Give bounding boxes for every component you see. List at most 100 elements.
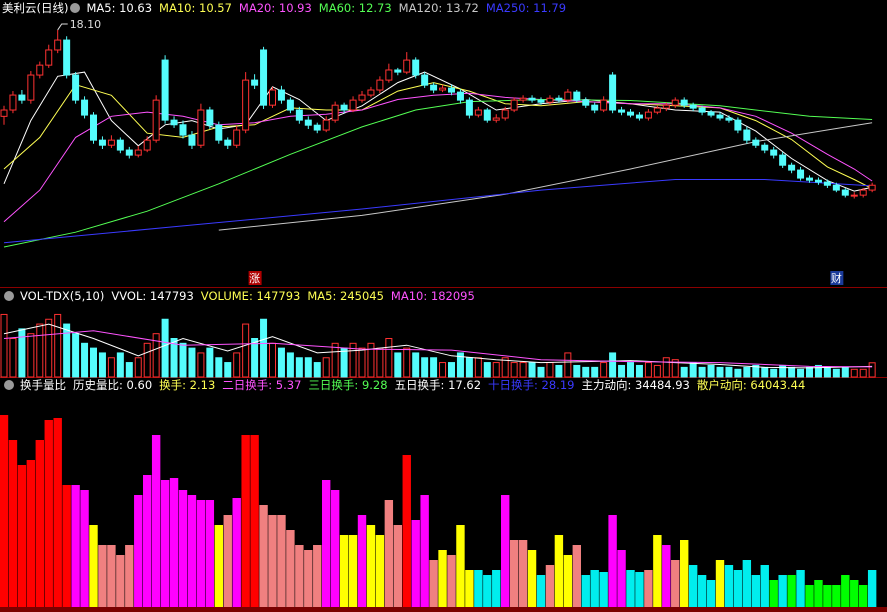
legend-item: MA10: 182095 bbox=[390, 289, 475, 303]
volume-bar bbox=[761, 366, 769, 378]
turnover-bar bbox=[805, 585, 814, 607]
volume-bar bbox=[367, 342, 375, 378]
volume-bar bbox=[242, 323, 250, 378]
turnover-bar bbox=[859, 585, 868, 607]
candle-body bbox=[152, 99, 160, 141]
turnover-bar bbox=[80, 490, 89, 607]
candle-body bbox=[161, 59, 169, 121]
volume-bar bbox=[501, 357, 509, 378]
turnover-bar bbox=[384, 500, 394, 607]
legend-item: MA120: 13.72 bbox=[398, 1, 479, 15]
turnover-bar bbox=[98, 545, 107, 607]
volume-bar bbox=[179, 342, 187, 378]
volume-bar bbox=[161, 318, 169, 378]
candle-body bbox=[868, 184, 876, 191]
ma-line bbox=[3, 71, 873, 192]
turnover-bar bbox=[715, 560, 725, 607]
bottom-strip bbox=[0, 607, 887, 612]
volume-bar bbox=[689, 362, 697, 378]
volume-bar bbox=[743, 366, 751, 378]
turnover-bar bbox=[814, 580, 823, 607]
volume-bar bbox=[143, 342, 151, 378]
legend: MA5: 10.63 MA10: 10.57 MA20: 10.93 MA60: 12… bbox=[86, 1, 573, 15]
volume-bar bbox=[45, 318, 53, 378]
turnover-bar bbox=[545, 565, 555, 607]
menu-icon[interactable] bbox=[70, 3, 81, 13]
turnover-bar bbox=[581, 575, 590, 607]
turnover-bar bbox=[653, 535, 662, 607]
ma-line bbox=[218, 122, 873, 231]
candle-body bbox=[116, 139, 124, 151]
event-badge bbox=[248, 271, 262, 285]
volume-bar bbox=[734, 368, 742, 378]
ma-line bbox=[3, 330, 873, 368]
menu-icon[interactable] bbox=[4, 291, 14, 301]
legend-item: 换手: 2.13 bbox=[159, 378, 216, 392]
volume-bar bbox=[233, 352, 241, 378]
volume-bar bbox=[725, 366, 733, 378]
legend-item: MA250: 11.79 bbox=[485, 1, 567, 15]
volume-bar bbox=[537, 366, 545, 378]
candle-body bbox=[770, 149, 778, 156]
volume-bar bbox=[465, 357, 473, 378]
annotation-arrow bbox=[57, 23, 68, 31]
volume-bar bbox=[859, 368, 867, 378]
candle-body bbox=[54, 39, 62, 51]
volume-bar bbox=[277, 347, 285, 378]
volume-bar bbox=[573, 364, 581, 378]
candle-body bbox=[707, 111, 715, 116]
turnover-bar bbox=[626, 570, 635, 607]
volume-bar bbox=[376, 347, 384, 378]
turnover-bar bbox=[832, 585, 841, 607]
turnover-bar bbox=[116, 555, 125, 607]
turnover-bar bbox=[724, 565, 734, 607]
turnover-bar bbox=[187, 495, 197, 607]
turnover-bar bbox=[223, 515, 232, 607]
candle-body bbox=[295, 109, 303, 121]
candle-body bbox=[841, 189, 849, 196]
candle-body bbox=[367, 89, 375, 96]
candle-body bbox=[376, 79, 384, 91]
volume-bar bbox=[107, 357, 115, 378]
candle-body bbox=[286, 99, 294, 111]
volume-bar bbox=[134, 357, 142, 378]
turnover-bar bbox=[518, 540, 528, 607]
candle-body bbox=[501, 109, 509, 119]
candle-body bbox=[81, 99, 89, 116]
legend-item: 五日换手: 17.62 bbox=[394, 378, 482, 392]
turnover-bar bbox=[178, 490, 188, 607]
turnover-bar bbox=[268, 515, 277, 607]
volume-bar bbox=[716, 366, 724, 378]
turnover-bar bbox=[196, 500, 206, 607]
volume-bar bbox=[358, 347, 366, 378]
turnover-bar bbox=[706, 580, 716, 607]
event-label: 涨 bbox=[249, 272, 260, 285]
turnover-bar bbox=[143, 475, 152, 607]
ma-line bbox=[3, 179, 873, 244]
candle-body bbox=[277, 89, 285, 101]
volume-bar bbox=[349, 342, 357, 378]
turnover-bar bbox=[823, 585, 832, 607]
candle-body bbox=[797, 169, 805, 179]
volume-bar bbox=[600, 362, 608, 378]
candle-body bbox=[483, 109, 491, 121]
turnover-bar bbox=[26, 460, 36, 607]
turnover-bar bbox=[527, 550, 537, 607]
candle-body bbox=[600, 99, 608, 111]
volume-bar bbox=[152, 333, 160, 378]
volume-bar bbox=[591, 366, 599, 378]
volume-bar bbox=[788, 366, 796, 378]
candle-body bbox=[322, 119, 330, 131]
candle-body bbox=[689, 104, 697, 109]
menu-icon[interactable] bbox=[4, 380, 14, 390]
turnover-bar bbox=[241, 435, 250, 607]
volume-bar bbox=[868, 362, 876, 378]
turnover-bar bbox=[572, 545, 581, 607]
turnover-bar bbox=[697, 575, 707, 607]
turnover-bar bbox=[617, 550, 626, 607]
candle-body bbox=[519, 97, 527, 101]
turnover-bar bbox=[635, 572, 644, 607]
candle-body bbox=[349, 99, 357, 111]
candle-body bbox=[823, 181, 831, 186]
turnover-bar bbox=[599, 572, 608, 607]
